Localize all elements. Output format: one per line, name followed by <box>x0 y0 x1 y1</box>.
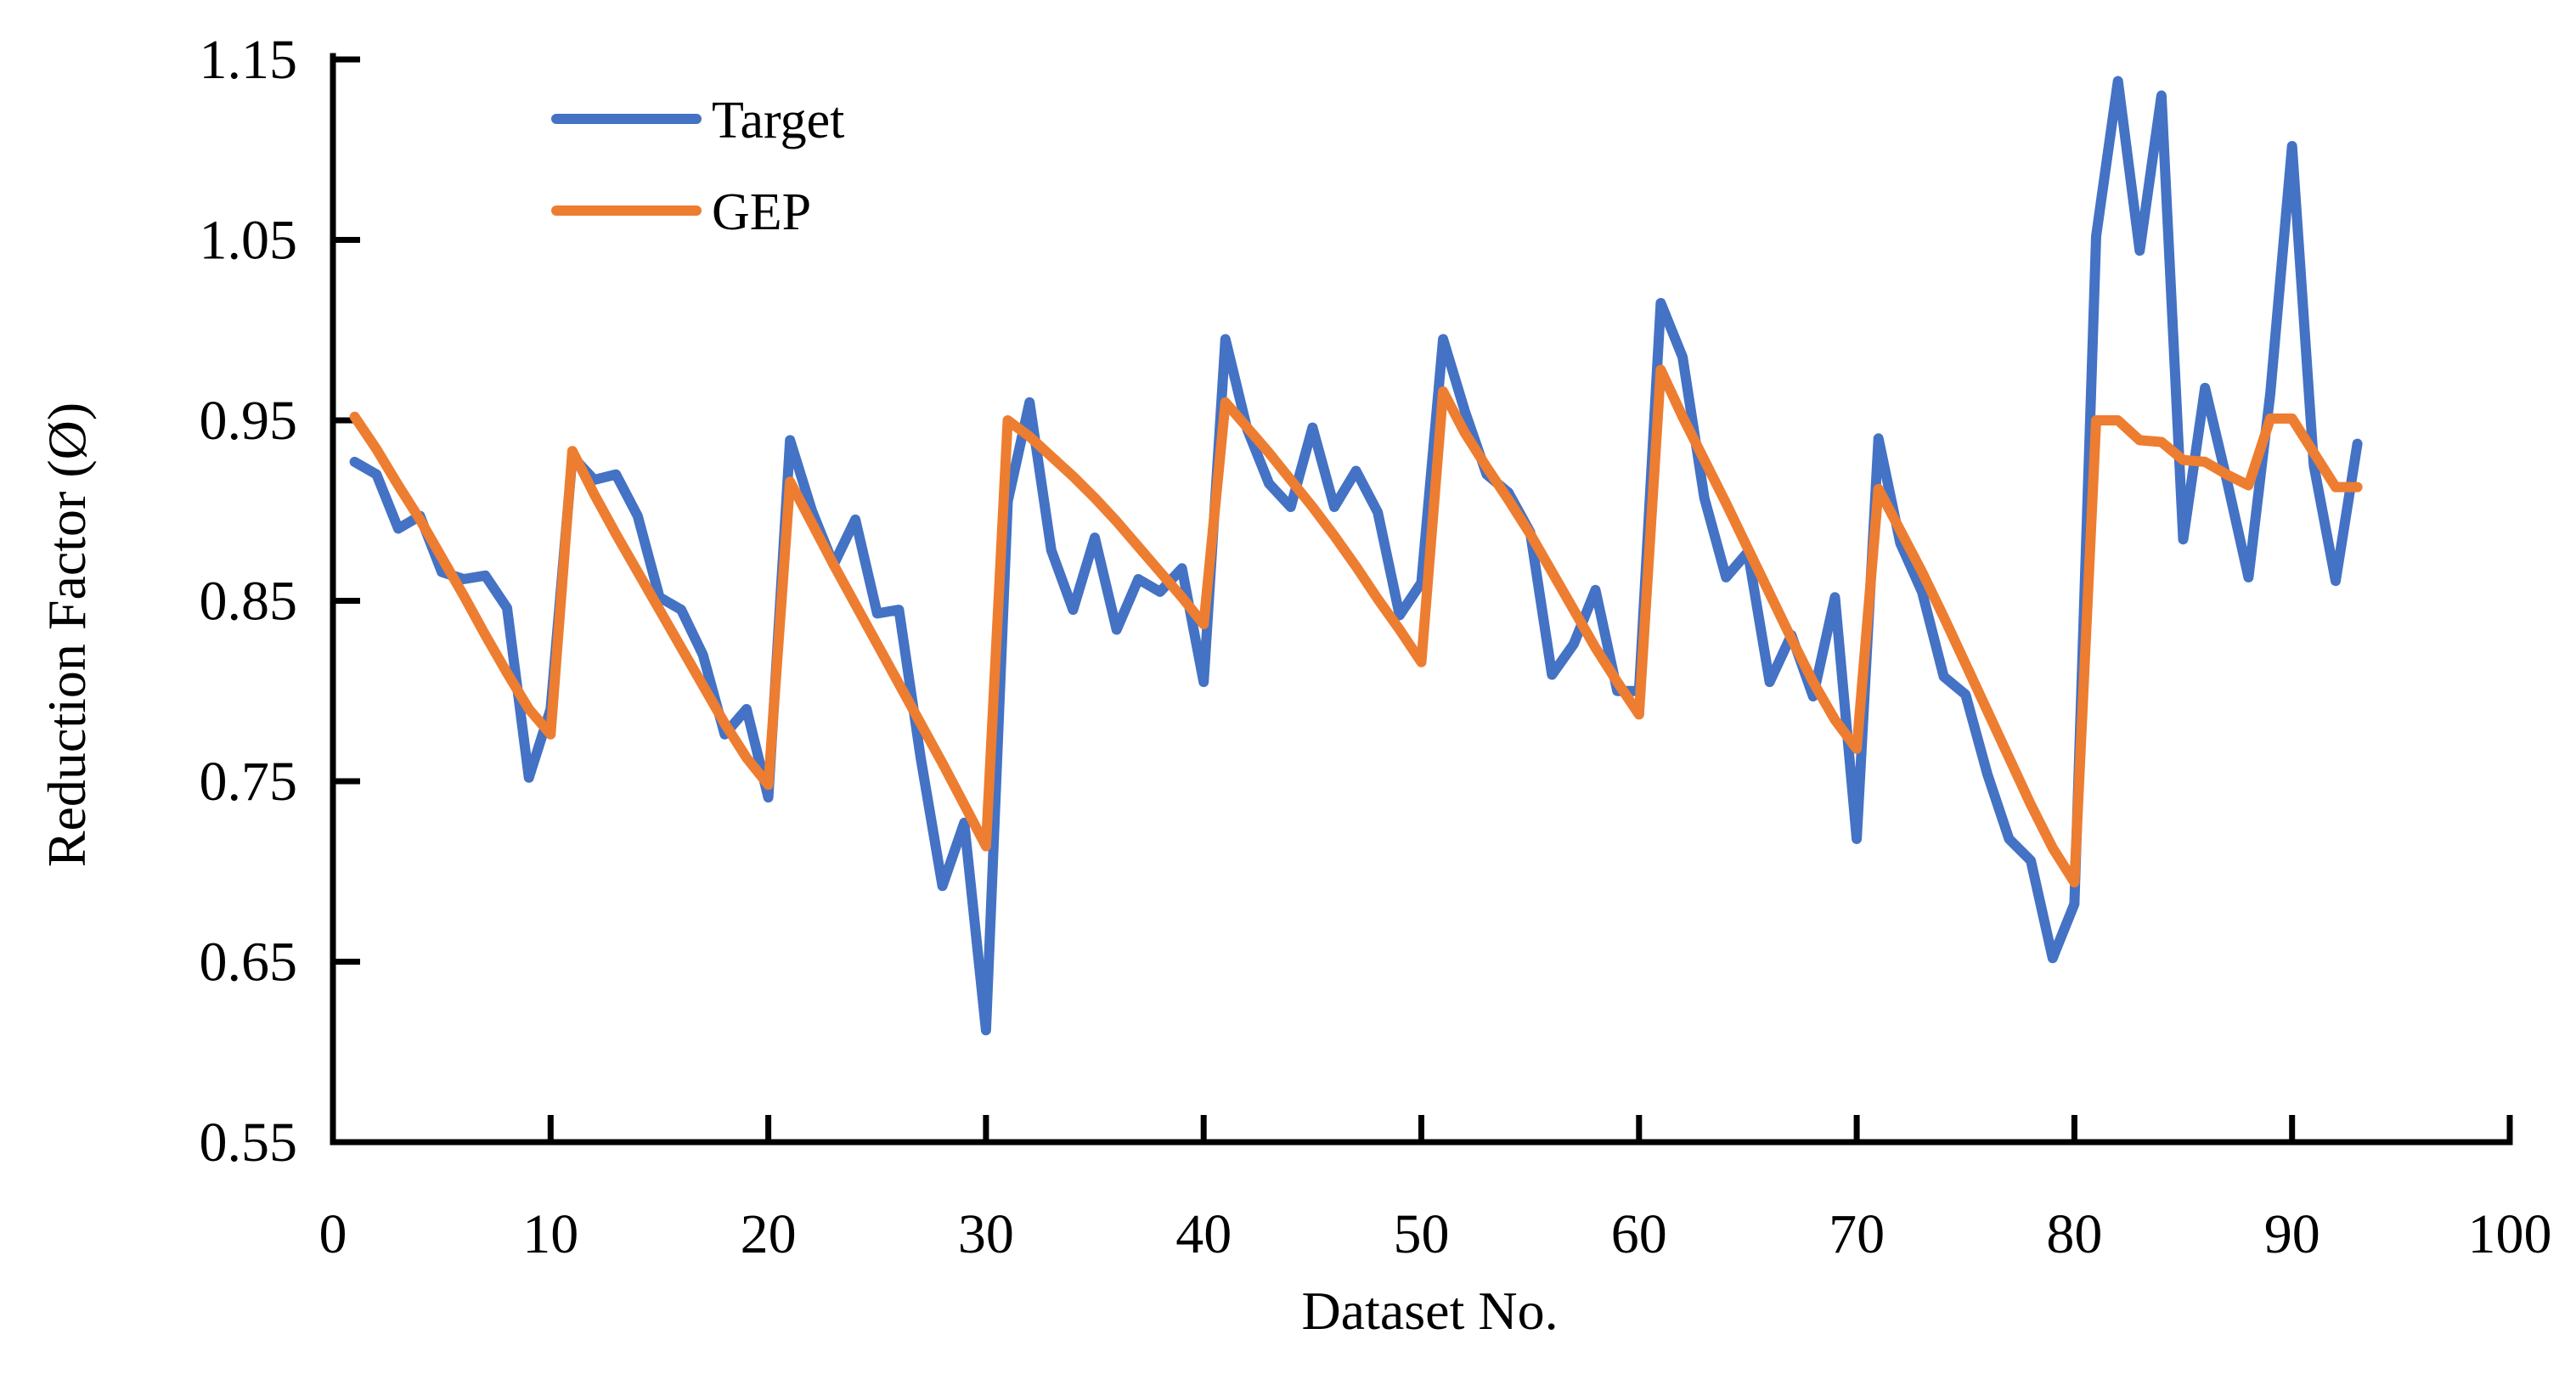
series-line-target <box>349 76 2363 1036</box>
legend-label-gep: GEP <box>712 183 811 241</box>
x-tick-label: 20 <box>741 1203 797 1265</box>
x-tick-label: 40 <box>1175 1203 1232 1265</box>
x-tick-label: 70 <box>1829 1203 1885 1265</box>
x-tick-label: 60 <box>1611 1203 1667 1265</box>
x-tick-label: 10 <box>522 1203 578 1265</box>
x-tick-label: 30 <box>958 1203 1014 1265</box>
x-axis-label: Dataset No. <box>1301 1281 1558 1341</box>
x-tick-label: 80 <box>2046 1203 2102 1265</box>
y-tick-label: 0.75 <box>200 751 298 813</box>
y-tick-label: 0.65 <box>200 932 298 994</box>
series-lines <box>349 76 2363 1036</box>
x-tick-label: 50 <box>1394 1203 1450 1265</box>
x-tick-label: 0 <box>319 1203 347 1265</box>
series-line-gep <box>349 364 2363 887</box>
y-axis-label: Reduction Factor (Ø) <box>37 403 97 867</box>
axes: 0.55 0.65 0.75 0.85 0.95 1.05 1.15 0 10 20 30 40 50 6… <box>200 29 2552 1265</box>
x-tick-label: 90 <box>2264 1203 2320 1265</box>
y-tick-label: 0.85 <box>200 571 298 633</box>
y-tick-label: 0.95 <box>200 390 298 452</box>
legend-label-target: Target <box>712 92 844 149</box>
legend: Target GEP <box>551 92 844 241</box>
y-tick-label: 1.05 <box>200 210 298 272</box>
y-tick-label: 0.55 <box>200 1112 298 1174</box>
x-tick-label: 100 <box>2468 1203 2552 1265</box>
y-tick-label: 1.15 <box>200 29 298 91</box>
